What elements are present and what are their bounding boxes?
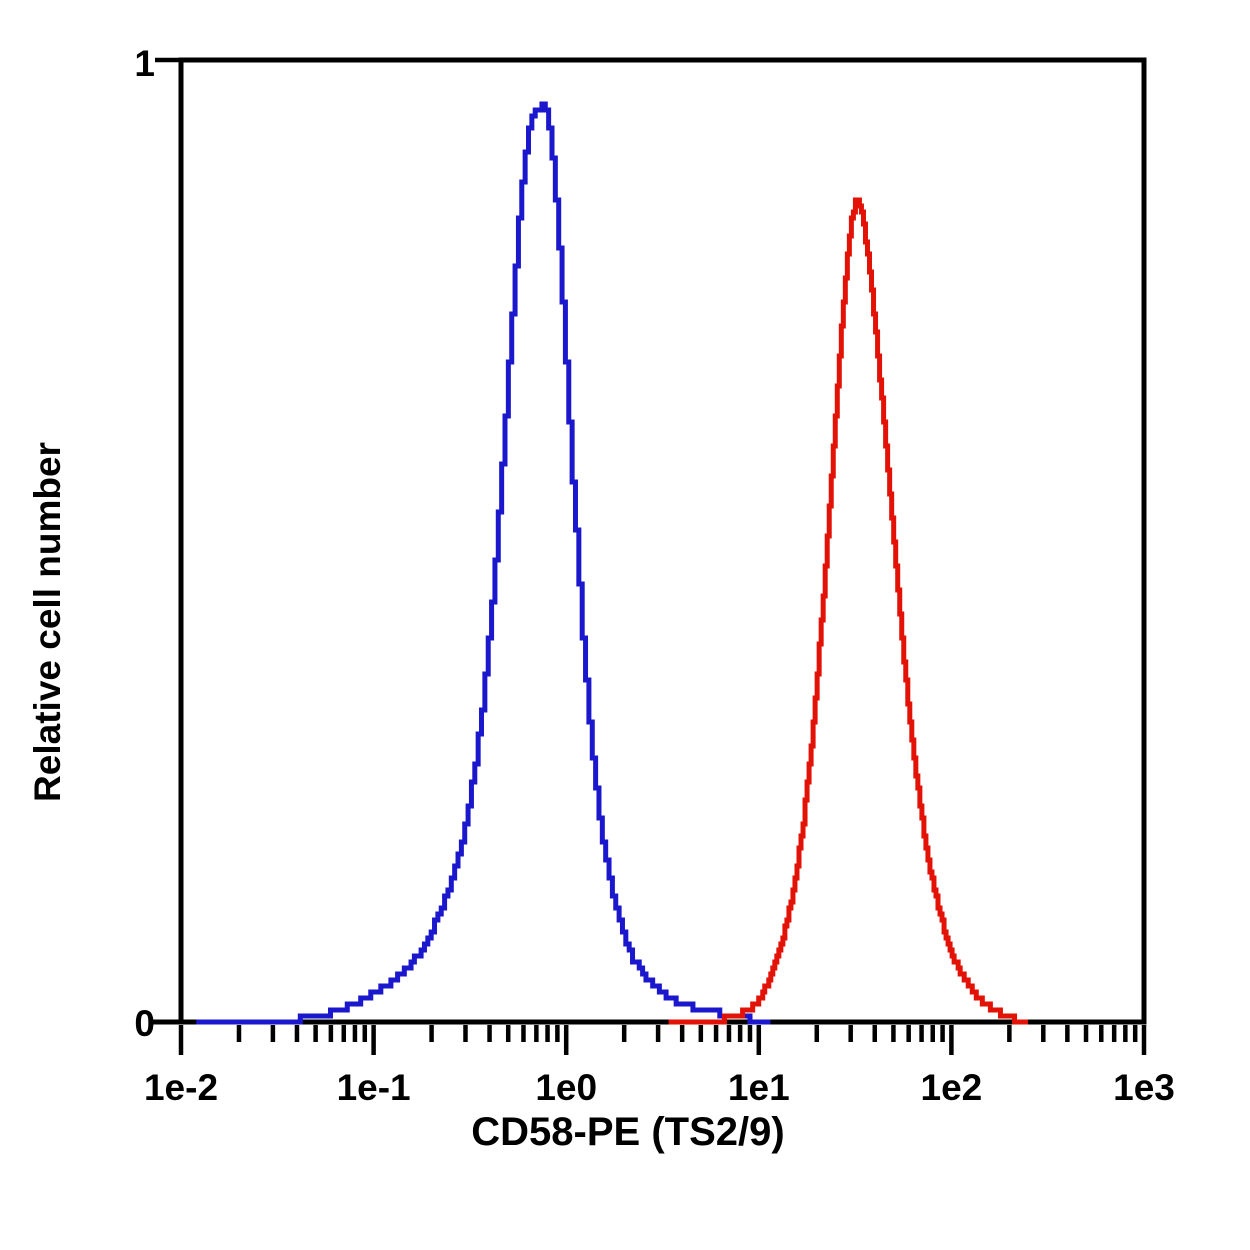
x-axis-tick-label: 1e0 xyxy=(535,1067,597,1108)
x-axis-tick-label: 1e-2 xyxy=(144,1067,218,1108)
y-axis-tick-label-top: 1 xyxy=(134,43,155,84)
histogram-trace-isotype-control xyxy=(196,101,771,1025)
plot-area-background xyxy=(180,60,1144,1022)
x-axis-tick-label: 1e1 xyxy=(728,1067,790,1108)
x-axis-ticks xyxy=(178,1025,1147,1055)
y-axis-ticks xyxy=(155,57,179,1025)
x-axis-tick-label: 1e-1 xyxy=(337,1067,411,1108)
x-axis-tick-label: 1e2 xyxy=(921,1067,983,1108)
x-axis-tick-label: 1e3 xyxy=(1113,1067,1175,1108)
x-axis-tick-labels: 1e-2 1e-1 1e0 1e1 1e2 1e3 xyxy=(144,1067,1175,1108)
y-axis-title: Relative cell number xyxy=(27,442,68,802)
plot-frame xyxy=(178,57,1147,1025)
y-axis-tick-label-bottom: 0 xyxy=(134,1003,155,1044)
histogram-trace-cd58-stained xyxy=(668,197,1029,1025)
x-axis-title: CD58-PE (TS2/9) xyxy=(471,1110,784,1154)
